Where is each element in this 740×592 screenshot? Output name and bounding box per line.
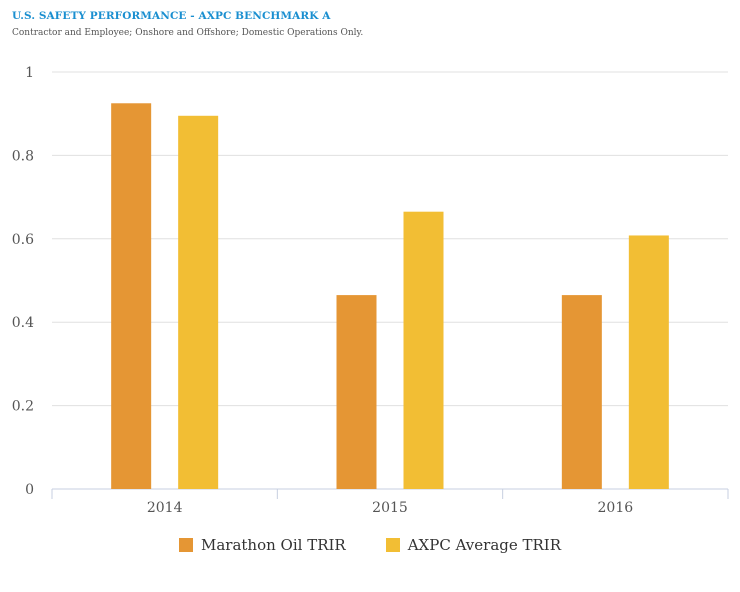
bar-2015-axpc <box>403 211 444 489</box>
legend-swatch-marathon <box>178 538 193 552</box>
x-tick-label-2016: 2016 <box>598 500 634 516</box>
bar-2014-marathon <box>111 103 152 490</box>
bar-2014-axpc <box>178 115 219 489</box>
y-tick-label-5: 1 <box>25 65 34 81</box>
chart-legend: Marathon Oil TRIR AXPC Average TRIR <box>0 536 740 554</box>
bar-2016-marathon <box>561 295 602 489</box>
x-tick-label-2015: 2015 <box>372 500 408 516</box>
legend-label-axpc: AXPC Average TRIR <box>407 536 562 554</box>
bar-2015-marathon <box>336 295 377 489</box>
legend-swatch-axpc <box>385 538 400 552</box>
bar-2016-axpc <box>628 235 669 489</box>
y-tick-label-4: 0.8 <box>12 148 34 164</box>
x-tick-label-2014: 2014 <box>147 500 183 516</box>
y-tick-label-2: 0.4 <box>12 315 34 331</box>
y-tick-label-1: 0.2 <box>12 399 34 415</box>
legend-item-axpc[interactable]: AXPC Average TRIR <box>385 536 562 554</box>
y-tick-label-3: 0.6 <box>12 232 34 248</box>
chart-title: U.S. SAFETY PERFORMANCE - AXPC BENCHMARK… <box>12 10 331 22</box>
legend-label-marathon: Marathon Oil TRIR <box>200 536 346 554</box>
y-tick-label-0: 0 <box>25 482 34 498</box>
legend-item-marathon[interactable]: Marathon Oil TRIR <box>178 536 346 554</box>
bar-chart: 0 0.2 0.4 0.6 0.8 1 2014 2015 2016 <box>12 65 729 516</box>
chart-subtitle: Contractor and Employee; Onshore and Off… <box>12 28 364 38</box>
